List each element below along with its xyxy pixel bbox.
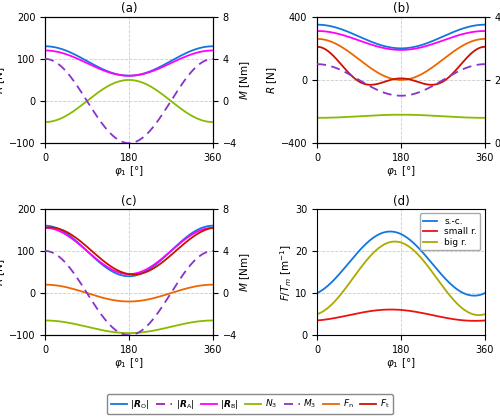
X-axis label: $\varphi_1$ [°]: $\varphi_1$ [°] (114, 356, 144, 370)
Legend: s.-c., small r., big r.: s.-c., small r., big r. (420, 213, 480, 250)
big r. (420, 257, 426, 262)
s.-c. (352, 253, 358, 259)
big r. (392, 239, 398, 244)
Y-axis label: $M$ [Nm]: $M$ [Nm] (238, 252, 252, 292)
small r. (388, 307, 394, 312)
Y-axis label: $R$ [N]: $R$ [N] (0, 66, 8, 94)
small r. (352, 311, 358, 316)
small r. (314, 318, 320, 323)
big r. (352, 274, 358, 279)
s.-c. (425, 256, 431, 261)
small r. (334, 315, 340, 320)
s.-c. (420, 250, 426, 255)
Legend: $|\boldsymbol{R}_\mathrm{O}|$, $|\boldsymbol{R}_\mathrm{A}|$, $|\boldsymbol{R}_\: $|\boldsymbol{R}_\mathrm{O}|$, $|\boldsy… (107, 394, 393, 414)
Text: (b): (b) (392, 3, 409, 16)
big r. (314, 312, 320, 317)
Line: small r.: small r. (317, 310, 485, 321)
Y-axis label: $R$ [N]: $R$ [N] (266, 66, 280, 94)
big r. (317, 310, 323, 316)
small r. (482, 318, 488, 323)
Line: s.-c.: s.-c. (317, 232, 485, 296)
small r. (472, 318, 478, 323)
s.-c. (387, 229, 393, 234)
s.-c. (472, 293, 478, 298)
Y-axis label: $F/T_m$ [m$^{-1}$]: $F/T_m$ [m$^{-1}$] (278, 243, 293, 300)
Text: (a): (a) (120, 3, 137, 16)
s.-c. (482, 290, 488, 295)
Text: (d): (d) (392, 194, 409, 207)
small r. (420, 310, 426, 316)
big r. (334, 296, 340, 301)
small r. (317, 318, 323, 323)
Y-axis label: $R$ [N]: $R$ [N] (0, 258, 8, 286)
small r. (360, 310, 366, 315)
s.-c. (334, 274, 340, 279)
small r. (425, 312, 431, 317)
big r. (482, 312, 488, 317)
X-axis label: $\varphi_1$ [°]: $\varphi_1$ [°] (386, 356, 416, 370)
s.-c. (314, 290, 320, 295)
Line: big r.: big r. (317, 242, 485, 315)
Text: (c): (c) (121, 194, 137, 207)
big r. (476, 313, 482, 318)
big r. (360, 262, 366, 267)
X-axis label: $\varphi_1$ [°]: $\varphi_1$ [°] (114, 164, 144, 178)
X-axis label: $\varphi_1$ [°]: $\varphi_1$ [°] (386, 164, 416, 178)
s.-c. (360, 244, 366, 249)
s.-c. (317, 289, 323, 294)
big r. (425, 264, 431, 269)
Y-axis label: $M$ [Nm]: $M$ [Nm] (238, 60, 252, 100)
